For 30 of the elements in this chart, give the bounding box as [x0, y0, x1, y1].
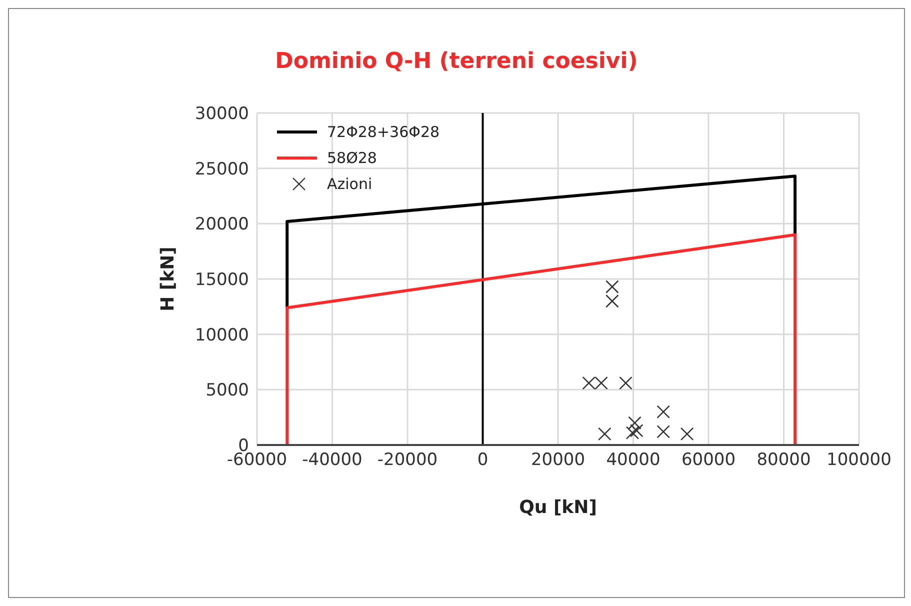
point	[598, 427, 612, 441]
x-tick-label: 100000	[826, 450, 892, 470]
chart-title: Dominio Q-H (terreni coesivi)	[274, 49, 639, 74]
x-tick-label: 60000	[681, 450, 736, 470]
x-tick-label: 0	[477, 450, 488, 470]
y-tick-label: 10000	[194, 325, 249, 346]
x-tick-label: 80000	[756, 450, 811, 470]
point	[630, 424, 644, 438]
x-tick-label: -40000	[302, 450, 362, 470]
y-tick-label: 5000	[206, 380, 249, 401]
legend-label: 58Ø28	[327, 149, 377, 167]
point	[626, 426, 640, 440]
point	[628, 416, 642, 430]
y-axis-title: H [kN]	[157, 246, 178, 312]
y-tick-label: 20000	[194, 214, 249, 235]
point	[619, 376, 632, 390]
x-tick-label: 40000	[606, 450, 660, 470]
point	[656, 405, 670, 418]
point	[680, 427, 694, 441]
legend-label: 72Φ28+36Φ28	[327, 123, 440, 141]
x-axis-title: Qu [kN]	[519, 497, 597, 518]
x-tick-label: -20000	[377, 450, 438, 470]
y-tick-label: 15000	[194, 270, 249, 290]
point	[606, 294, 619, 308]
legend-label: Azioni	[327, 175, 372, 193]
y-tick-label: 25000	[194, 159, 249, 180]
point	[656, 425, 670, 438]
point	[606, 280, 619, 294]
y-tick-label: 30000	[194, 104, 249, 124]
x-tick-label: 20000	[530, 450, 586, 470]
